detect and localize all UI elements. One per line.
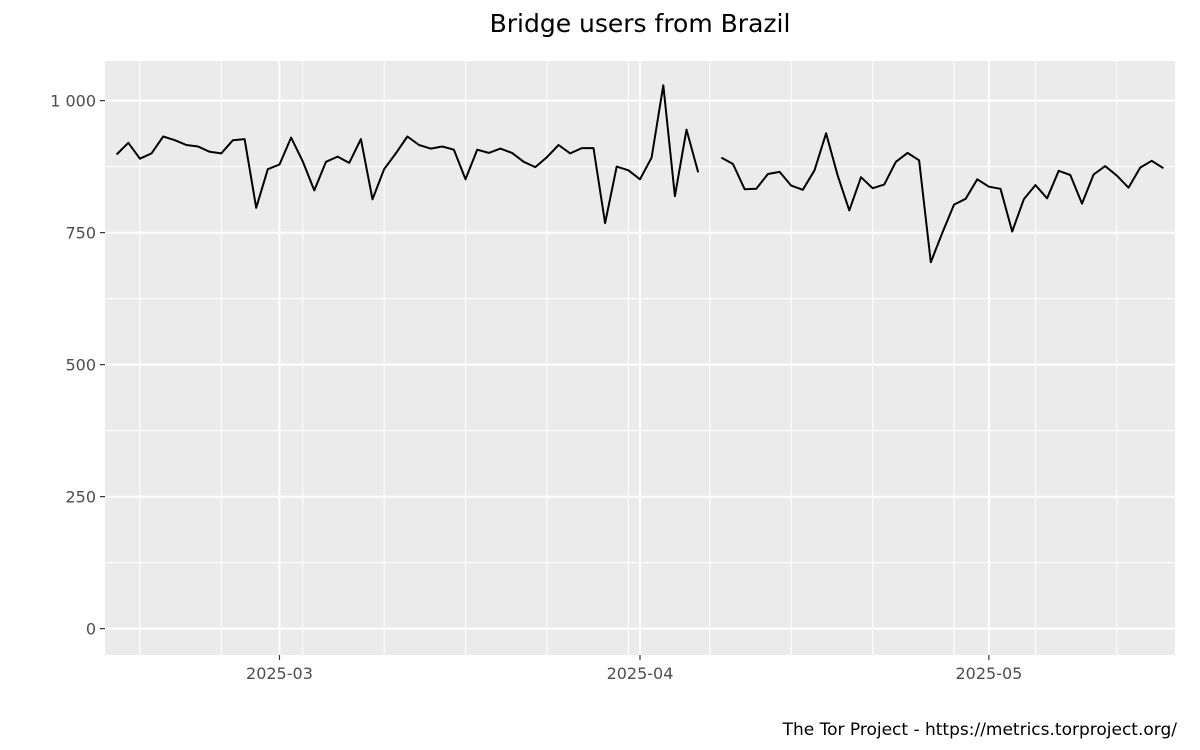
chart-title: Bridge users from Brazil [490, 9, 791, 38]
y-tick-label: 750 [65, 224, 96, 243]
series-line [115, 84, 700, 225]
x-axis: 2025-03 2025-04 2025-05 [246, 655, 1022, 683]
chart-caption: The Tor Project - https://metrics.torpro… [782, 720, 1178, 740]
y-axis: 0 250 500 750 1 000 [50, 92, 105, 639]
y-tick-label: 1 000 [50, 92, 96, 111]
y-tick-label: 500 [65, 356, 96, 375]
x-tick-label: 2025-05 [955, 664, 1022, 683]
major-gridlines [105, 61, 1175, 655]
series-line [720, 132, 1164, 264]
x-tick-label: 2025-04 [607, 664, 674, 683]
y-tick-label: 250 [65, 488, 96, 507]
x-tick-label: 2025-03 [246, 664, 313, 683]
data-series [115, 84, 1164, 264]
y-tick-label: 0 [86, 620, 96, 639]
